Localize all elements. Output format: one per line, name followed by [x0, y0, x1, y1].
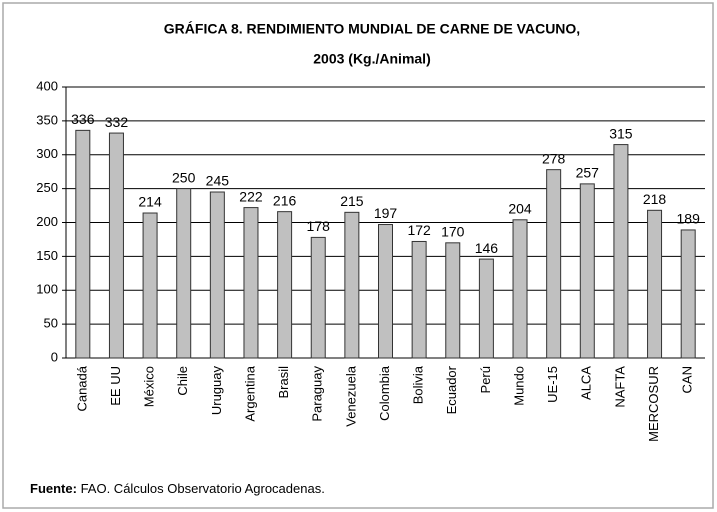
y-tick-label: 300 — [36, 146, 58, 161]
value-label: 189 — [677, 211, 701, 227]
x-tick-label: EE UU — [108, 366, 123, 406]
value-label: 245 — [206, 173, 230, 189]
bar — [546, 169, 562, 359]
x-tick-label: Venezuela — [343, 365, 358, 426]
source-text: FAO. Cálculos Observatorio Agrocadenas. — [81, 481, 325, 496]
y-tick-label: 350 — [36, 112, 58, 127]
value-label: 250 — [172, 169, 196, 185]
y-tick-label: 150 — [36, 248, 58, 263]
x-tick-label: México — [142, 366, 157, 407]
source-label: Fuente: — [30, 481, 77, 496]
bar — [108, 132, 124, 359]
value-label: 218 — [643, 191, 667, 207]
value-label: 170 — [441, 224, 465, 240]
bar — [680, 229, 696, 359]
value-label: 278 — [542, 150, 566, 166]
x-tick-label: Bolivia — [411, 365, 426, 404]
bar — [75, 129, 91, 359]
bar — [478, 258, 494, 359]
value-label: 197 — [374, 205, 398, 221]
bar — [277, 211, 293, 359]
bar — [411, 240, 427, 359]
bar — [378, 224, 393, 359]
x-tick-label: Brasil — [276, 366, 291, 399]
chart-subtitle: 2003 (Kg./Animal) — [313, 51, 430, 67]
bar — [344, 211, 360, 359]
value-label: 146 — [475, 240, 499, 256]
value-label: 215 — [340, 193, 364, 209]
bar — [579, 183, 595, 359]
x-tick-label: ALCA — [579, 366, 594, 400]
x-tick-label: MERCOSUR — [646, 366, 661, 442]
value-label: 336 — [71, 111, 95, 127]
x-tick-label: NAFTA — [612, 366, 627, 408]
y-tick-label: 400 — [36, 78, 58, 93]
bar — [613, 144, 629, 359]
bar — [445, 242, 461, 359]
chart-title: GRÁFICA 8. RENDIMIENTO MUNDIAL DE CARNE … — [164, 21, 580, 37]
bar — [647, 209, 663, 359]
x-tick-label: Ecuador — [444, 365, 459, 414]
x-tick-label: Uruguay — [209, 366, 224, 416]
bar — [310, 236, 326, 359]
bar — [209, 191, 225, 359]
y-tick-label: 0 — [51, 349, 58, 364]
value-label: 178 — [307, 218, 331, 234]
bar — [142, 212, 158, 359]
x-tick-label: Argentina — [242, 365, 257, 421]
value-label: 257 — [576, 165, 600, 181]
bar — [176, 188, 192, 359]
value-label: 216 — [273, 192, 297, 208]
value-label: 214 — [138, 194, 162, 210]
y-tick-label: 200 — [36, 214, 58, 229]
x-tick-label: Paraguay — [310, 366, 325, 422]
bar — [243, 207, 259, 359]
value-label: 222 — [239, 188, 263, 204]
y-tick-label: 100 — [36, 282, 58, 297]
value-label: 172 — [407, 222, 431, 238]
value-label: 332 — [105, 114, 129, 130]
x-tick-label: CAN — [680, 366, 695, 393]
y-tick-label: 250 — [36, 180, 58, 195]
x-tick-label: UE-15 — [545, 366, 560, 403]
x-tick-label: Colombia — [377, 365, 392, 421]
y-tick-label: 50 — [44, 316, 58, 331]
x-tick-label: Mundo — [511, 366, 526, 406]
x-tick-label: Canadá — [74, 365, 89, 411]
source: Fuente: FAO. Cálculos Observatorio Agroc… — [30, 481, 325, 496]
bar — [512, 219, 528, 359]
value-label: 204 — [508, 200, 532, 216]
value-label: 315 — [609, 125, 633, 141]
x-tick-label: Chile — [175, 366, 190, 396]
x-tick-label: Perú — [478, 366, 493, 393]
